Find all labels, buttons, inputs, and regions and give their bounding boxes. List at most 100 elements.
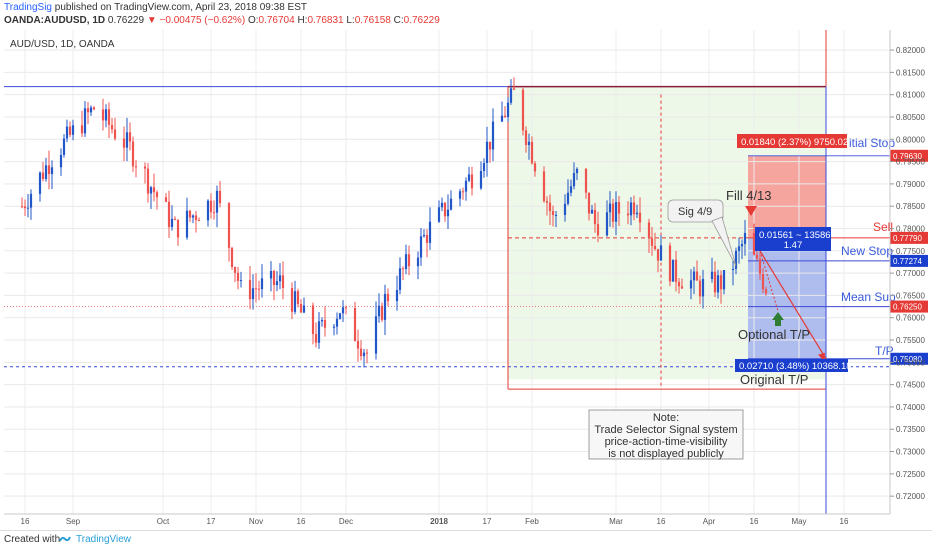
y-tick-label: 0.81500: [896, 68, 925, 77]
candle-body: [653, 245, 657, 250]
candle-body: [128, 132, 132, 142]
candle-body: [638, 212, 642, 223]
candle-body: [488, 141, 492, 150]
candle-body: [629, 202, 633, 216]
candle-body: [194, 215, 198, 221]
candle-body: [101, 109, 105, 121]
candle-body: [131, 141, 135, 167]
x-tick-label: Dec: [339, 517, 353, 526]
up-arrow-icon: [772, 312, 784, 326]
candle-body: [83, 108, 87, 134]
optional-tp-label: Optional T/P: [738, 327, 810, 342]
candle-body: [731, 268, 735, 270]
candle-body: [401, 268, 405, 270]
candle-body: [44, 165, 48, 179]
risk-box-text: 0.01840 (2.37%) 9750.02: [741, 137, 848, 148]
candle-body: [29, 193, 33, 208]
candle-body: [758, 258, 762, 274]
y-tick-label: 0.73000: [896, 448, 925, 457]
candle-body: [467, 174, 471, 181]
candle-body: [215, 190, 219, 213]
candle-body: [281, 275, 285, 288]
price-badge-text: 0.79630: [893, 152, 922, 161]
note-box: Note: Trade Selector Signal system price…: [588, 409, 744, 460]
candle-body: [461, 191, 465, 193]
symbol-label: OANDA:AUDUSD, 1D: [4, 15, 106, 26]
candle-body: [593, 209, 597, 225]
candle-body: [710, 271, 714, 280]
candle-body: [191, 215, 195, 218]
candle-body: [155, 192, 159, 198]
author-link[interactable]: TradingSig: [4, 2, 52, 13]
candle-body: [470, 174, 474, 189]
candle-body: [314, 334, 318, 343]
candle-body: [425, 235, 429, 243]
candle-body: [344, 307, 348, 309]
candle-body: [296, 291, 300, 305]
mean-sup-label: Mean Sup: [841, 290, 896, 304]
tradingview-link[interactable]: TradingView: [76, 534, 132, 545]
candle-body: [545, 201, 549, 203]
candle-body: [251, 288, 255, 300]
candle-body: [26, 207, 30, 209]
candle-body: [143, 166, 147, 169]
original-tp-label: Original T/P: [740, 372, 808, 387]
chart-title: AUD/USD, 1D, OANDA: [10, 39, 115, 50]
risk-zone: [748, 155, 826, 238]
high-value: 0.76831: [307, 15, 344, 26]
candle-body: [404, 254, 408, 270]
fill-label: Fill 4/13: [726, 188, 772, 203]
price-badges: 0.79630 0.77790 0.77274 0.76250 0.75080: [890, 149, 928, 365]
candle-body: [386, 293, 390, 302]
footer: Created with TradingView: [0, 530, 932, 551]
position-box-line2: 1.47: [784, 240, 803, 251]
candle-body: [68, 126, 72, 135]
candle-body: [257, 288, 261, 290]
sig-label: Sig 4/9: [678, 206, 712, 218]
candle-body: [422, 235, 426, 237]
y-tick-label: 0.73500: [896, 425, 925, 434]
candle-body: [548, 202, 552, 212]
price-chart[interactable]: AUD/USD, 1D, OANDA 0.01840 (2.37%) 9750.…: [0, 30, 932, 530]
x-tick-label: Sep: [66, 517, 81, 526]
candle-body: [278, 275, 282, 282]
y-tick-label: 0.82000: [896, 46, 925, 55]
y-tick-label: 0.78000: [896, 225, 925, 234]
price-badge-text: 0.76250: [893, 303, 922, 312]
projection-line-short: [759, 250, 779, 312]
candle-body: [449, 198, 453, 210]
candle-body: [110, 124, 114, 130]
candle-body: [542, 171, 546, 202]
candle-body: [464, 180, 468, 192]
candle-body: [719, 275, 723, 290]
candle-body: [752, 232, 756, 255]
candle-body: [524, 130, 528, 145]
candle-body: [416, 257, 420, 267]
down-triangle-icon: ▼: [146, 15, 157, 26]
candle-body: [89, 107, 93, 113]
candle-body: [656, 249, 660, 261]
candle-body: [359, 348, 363, 357]
candle-body: [218, 190, 222, 204]
x-tick-label: 16: [297, 517, 306, 526]
down-arrow-icon: [745, 206, 757, 216]
candle-body: [146, 168, 150, 194]
candle-body: [239, 280, 243, 282]
candle-body: [86, 108, 90, 113]
candle-body: [41, 172, 45, 179]
candle-body: [293, 291, 297, 312]
open-label: O:: [247, 15, 259, 26]
candle-body: [167, 201, 171, 228]
candle-body: [269, 270, 273, 279]
close-value: 0.76229: [403, 15, 440, 26]
candle-body: [302, 305, 306, 313]
candle-body: [341, 307, 345, 314]
chart-header: TradingSig published on TradingView.com,…: [0, 0, 932, 30]
candle-body: [335, 318, 339, 327]
candle-body: [506, 102, 510, 117]
candle-body: [716, 275, 720, 293]
x-tick-label: May: [791, 517, 806, 526]
candle-body: [734, 250, 738, 269]
x-tick-label: 16: [21, 517, 30, 526]
candle-body: [290, 287, 294, 312]
